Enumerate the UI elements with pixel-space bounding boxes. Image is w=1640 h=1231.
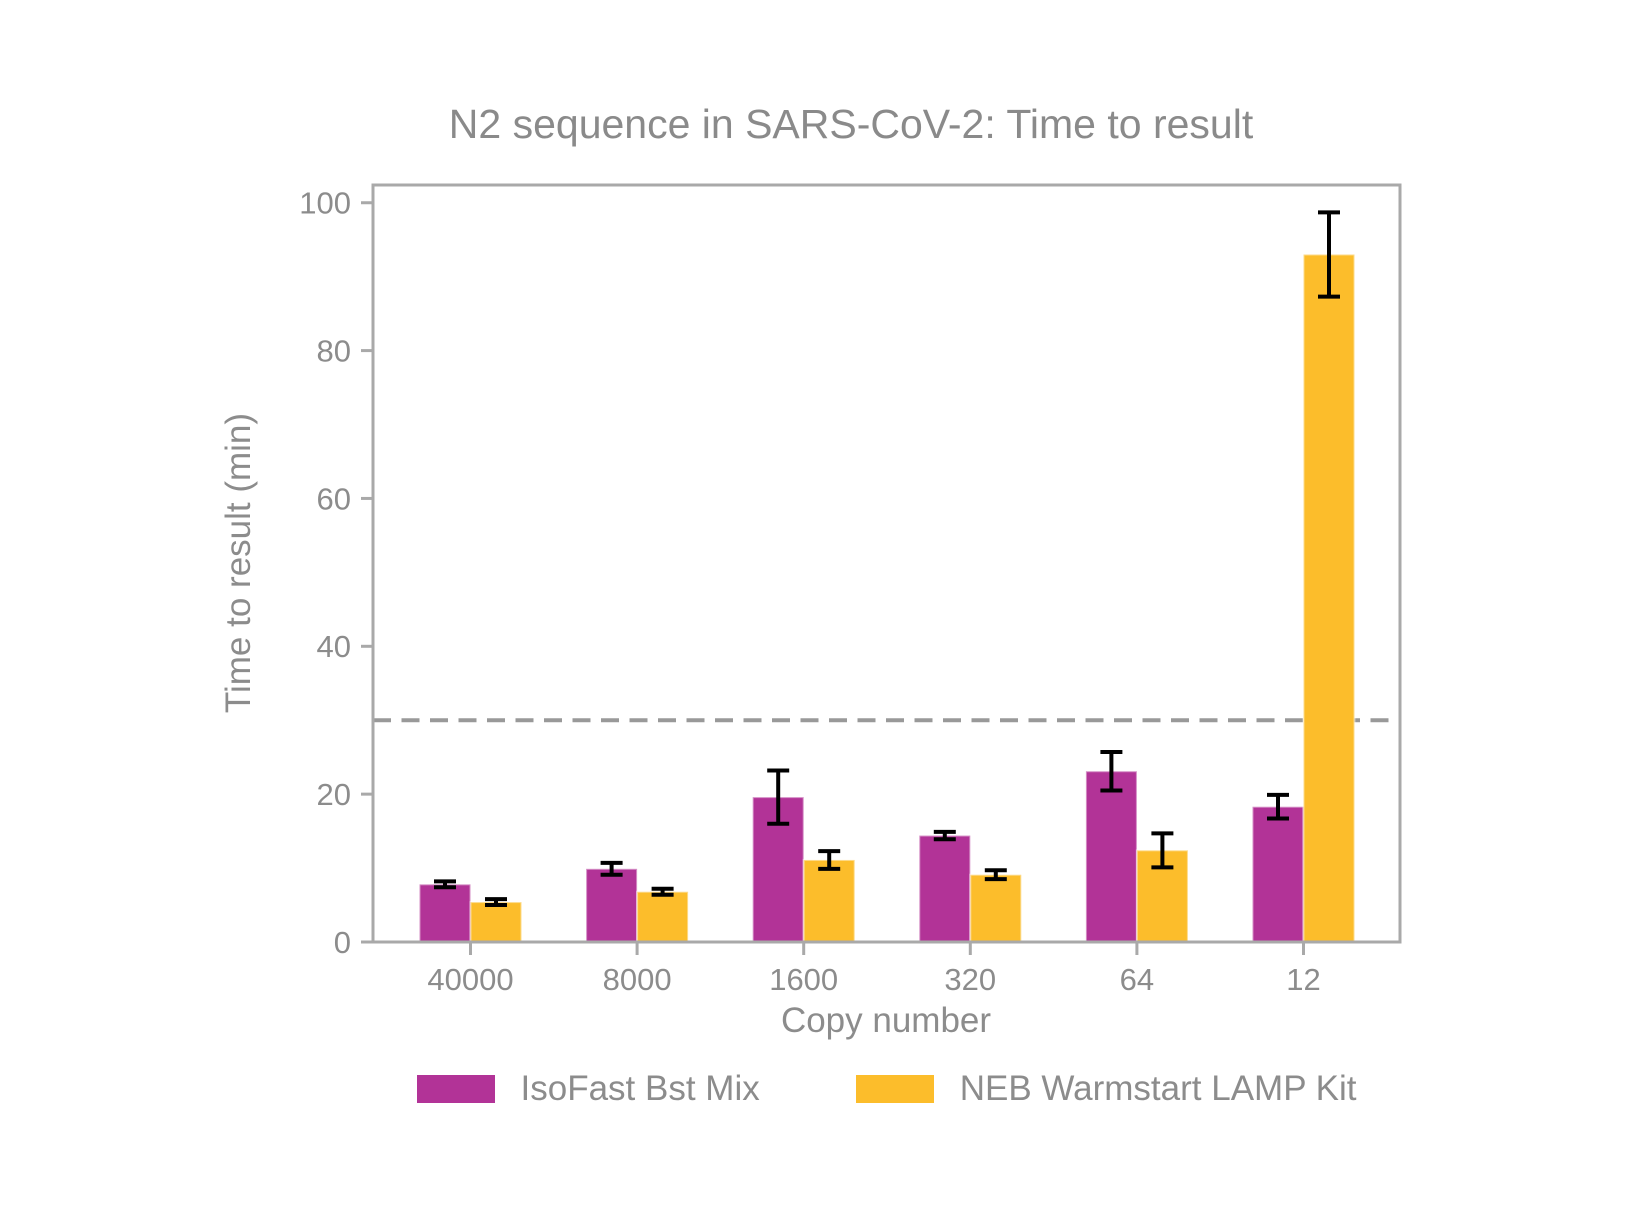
bar-isofast-40000	[418, 883, 472, 943]
y-tick-label-0: 0	[334, 925, 351, 960]
legend: IsoFast Bst Mix NEB Warmstart LAMP Kit	[373, 1066, 1400, 1112]
bar-neb-12	[1302, 253, 1356, 943]
x-tick-label-8000: 8000	[603, 962, 672, 997]
bar-isofast-64	[1084, 770, 1138, 943]
bar-isofast-8000	[585, 867, 639, 943]
x-tick-label-64: 64	[1120, 962, 1154, 997]
y-tick-label-100: 100	[299, 186, 351, 221]
legend-swatch-neb-warmstart	[855, 1075, 934, 1103]
x-tick-label-40000: 40000	[427, 962, 513, 997]
y-tick-label-80: 80	[317, 333, 351, 368]
bar-neb-8000	[636, 890, 690, 943]
legend-swatch-isofast	[416, 1075, 495, 1103]
legend-label-neb-warmstart: NEB Warmstart LAMP Kit	[959, 1069, 1357, 1108]
bar-neb-40000	[469, 901, 523, 943]
bar-neb-1600	[802, 858, 856, 943]
bar-isofast-320	[918, 834, 972, 943]
y-tick-label-60: 60	[317, 481, 351, 516]
plot-area: 0 20 40 60 80 100 40000 8000 1600 320 64 12	[299, 183, 1402, 997]
y-tick-label-40: 40	[317, 629, 351, 664]
x-tick-label-1600: 1600	[769, 962, 838, 997]
plot-frame	[371, 183, 1402, 944]
x-tick-label-12: 12	[1286, 962, 1320, 997]
y-axis-label: Time to result (min)	[219, 413, 258, 713]
legend-label-isofast: IsoFast Bst Mix	[520, 1069, 760, 1108]
bar-neb-320	[969, 873, 1023, 943]
chart-title: N2 sequence in SARS-CoV-2: Time to resul…	[449, 101, 1254, 147]
legend-item-neb-warmstart: NEB Warmstart LAMP Kit	[855, 1069, 1357, 1109]
x-tick-label-320: 320	[944, 962, 996, 997]
legend-item-isofast: IsoFast Bst Mix	[416, 1069, 760, 1109]
bar-isofast-12	[1251, 805, 1305, 943]
x-axis-label: Copy number	[781, 1001, 991, 1040]
y-tick-label-20: 20	[317, 777, 351, 812]
